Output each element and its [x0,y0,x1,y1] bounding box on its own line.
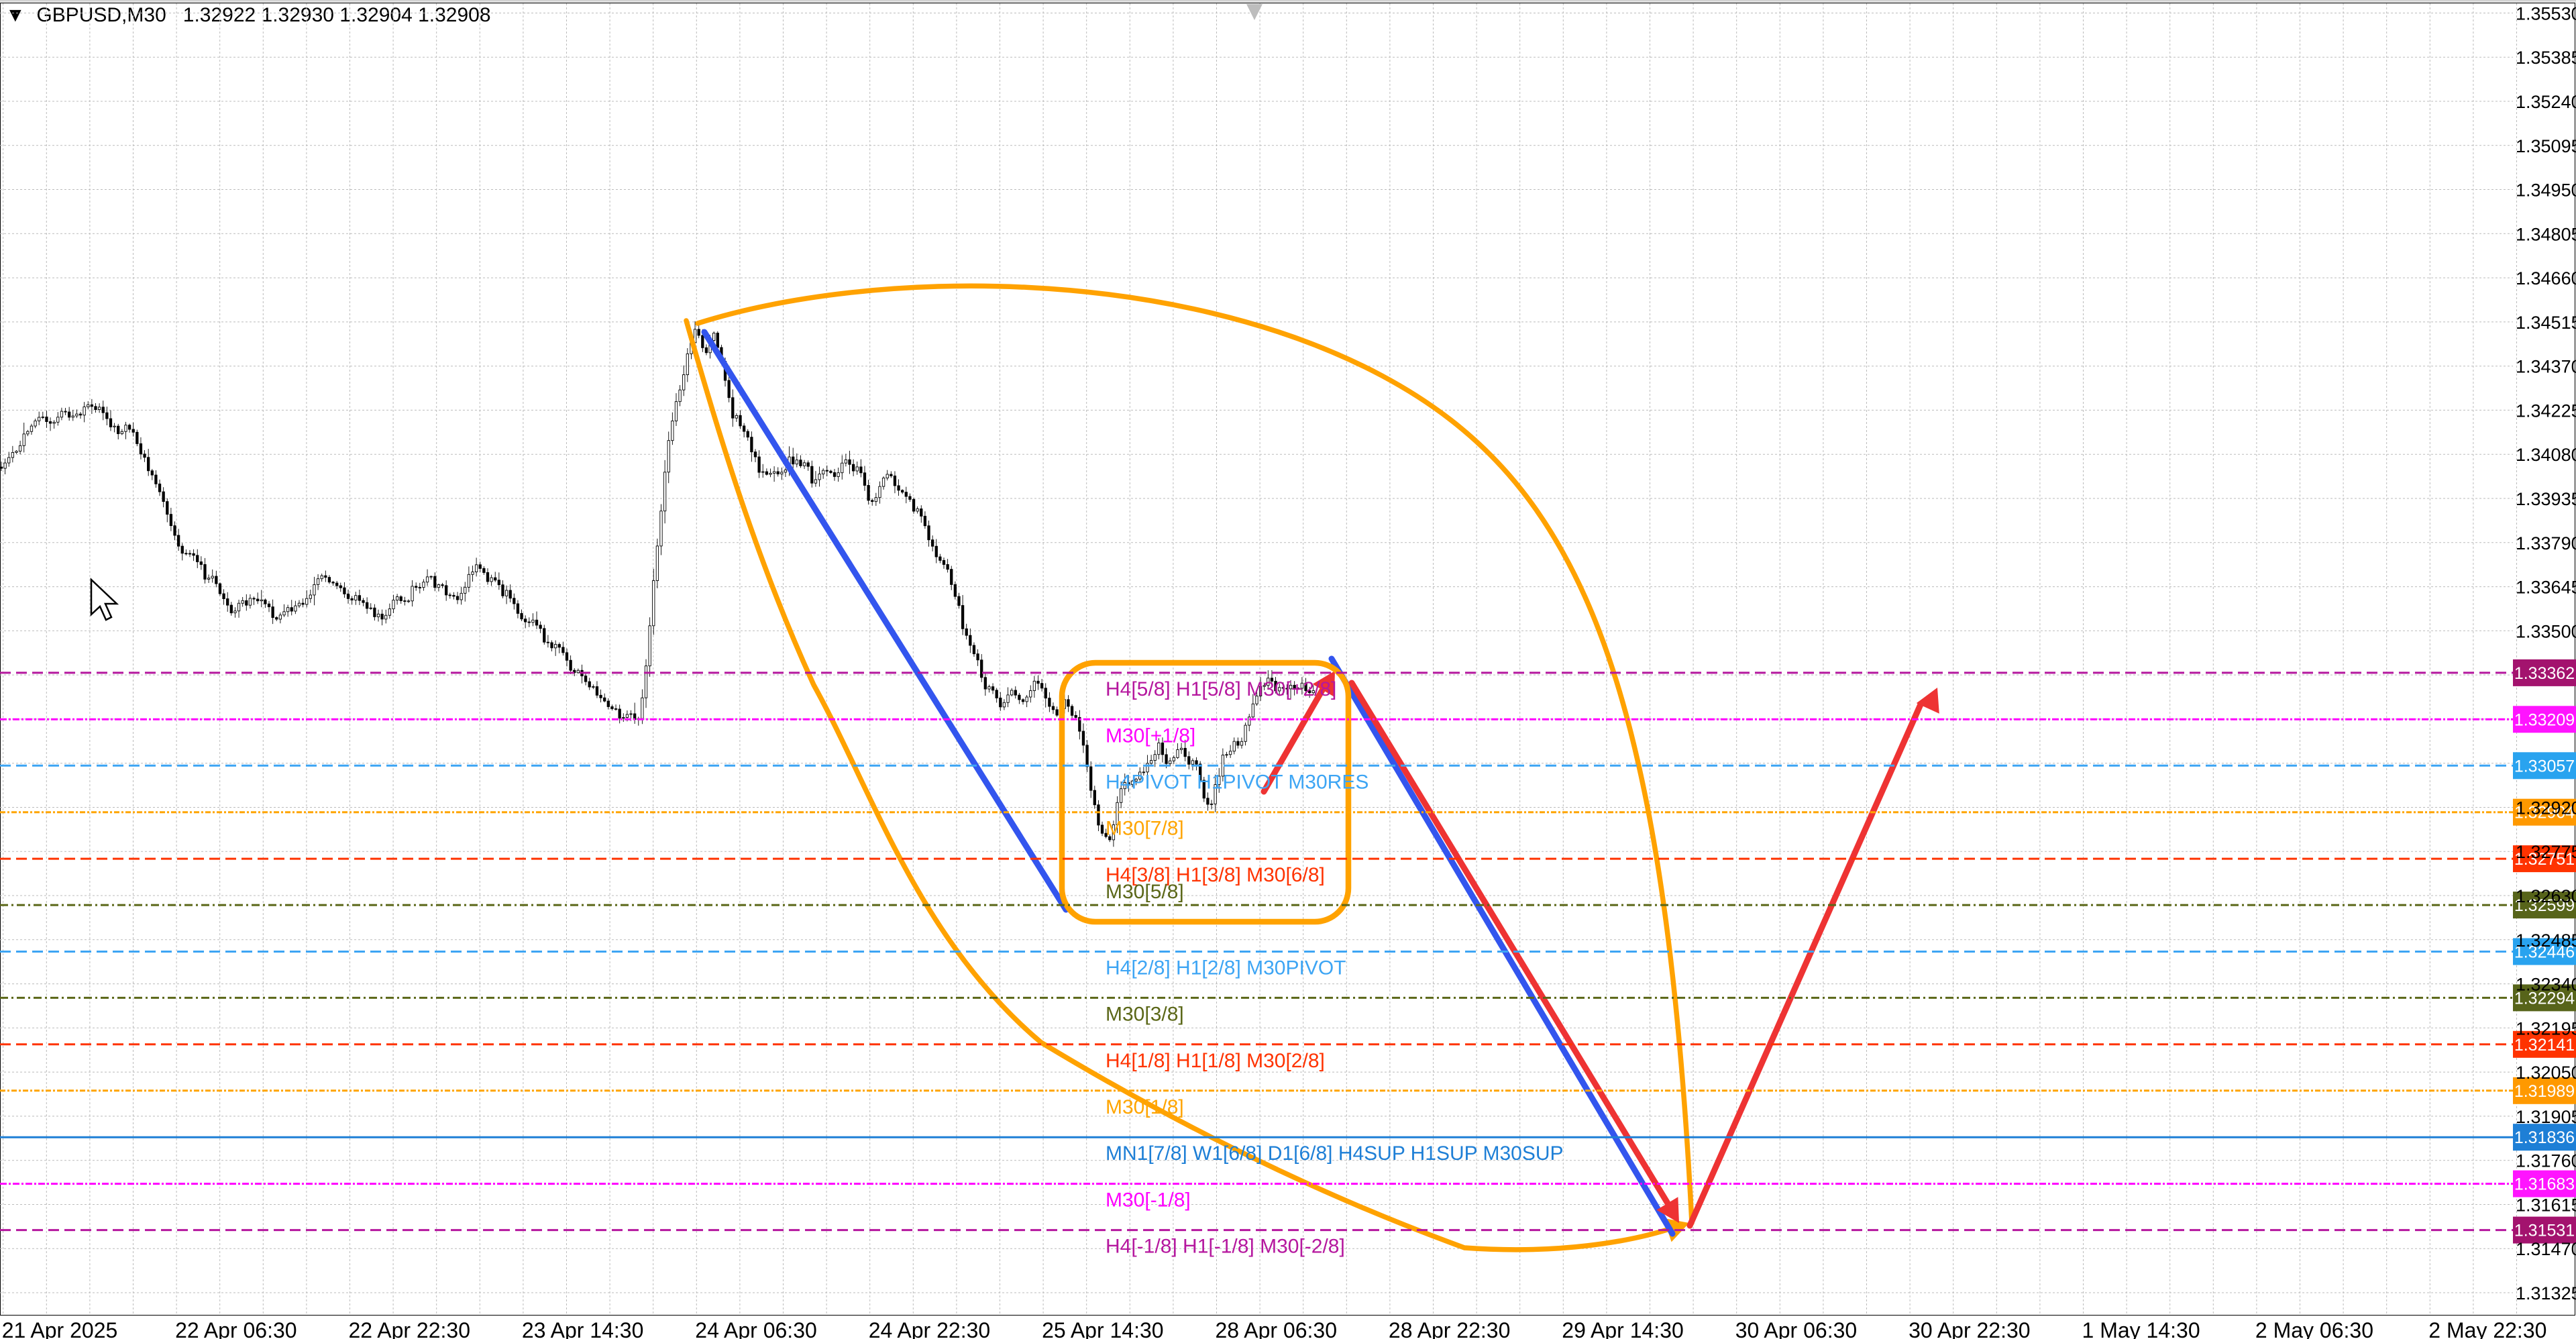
svg-text:1.32050: 1.32050 [2516,1063,2576,1083]
svg-text:M30[3/8]: M30[3/8] [1106,1003,1184,1025]
svg-text:H4[-1/8] H1[-1/8] M30[-2/8]: H4[-1/8] H1[-1/8] M30[-2/8] [1106,1236,1345,1258]
svg-text:1.31836: 1.31836 [2514,1128,2575,1147]
svg-text:1.31531: 1.31531 [2514,1222,2575,1240]
svg-text:1.32630: 1.32630 [2516,886,2576,906]
svg-text:1.35240: 1.35240 [2516,92,2576,112]
svg-text:23 Apr 14:30: 23 Apr 14:30 [522,1318,643,1339]
svg-text:MN1[7/8] W1[6/8] D1[6/8] H4SUP: MN1[7/8] W1[6/8] D1[6/8] H4SUP H1SUP M30… [1106,1142,1564,1165]
svg-text:1.33362: 1.33362 [2514,664,2575,683]
svg-text:1.33057: 1.33057 [2514,757,2575,775]
svg-text:M30[5/8]: M30[5/8] [1106,881,1184,903]
svg-text:1.31683: 1.31683 [2514,1175,2575,1194]
svg-text:1.33935: 1.33935 [2516,489,2576,509]
svg-text:1.31470: 1.31470 [2516,1239,2576,1259]
svg-text:30 Apr 06:30: 30 Apr 06:30 [1735,1318,1857,1339]
svg-text:1.34805: 1.34805 [2516,224,2576,244]
svg-text:28 Apr 06:30: 28 Apr 06:30 [1216,1318,1337,1339]
svg-text:1.31325: 1.31325 [2516,1283,2576,1303]
svg-text:1.34515: 1.34515 [2516,313,2576,333]
svg-text:1.35385: 1.35385 [2516,48,2576,68]
svg-text:22 Apr 06:30: 22 Apr 06:30 [175,1318,297,1339]
svg-text:1.32340: 1.32340 [2516,975,2576,995]
svg-text:1.31760: 1.31760 [2516,1151,2576,1171]
svg-text:M30[-1/8]: M30[-1/8] [1106,1189,1191,1212]
svg-text:1.34660: 1.34660 [2516,268,2576,288]
svg-text:25 Apr 14:30: 25 Apr 14:30 [1042,1318,1163,1339]
svg-text:1.31989: 1.31989 [2514,1082,2575,1101]
svg-text:1.32920: 1.32920 [2516,798,2576,818]
svg-text:1.34950: 1.34950 [2516,180,2576,201]
svg-text:1 May 14:30: 1 May 14:30 [2082,1318,2200,1339]
svg-text:28 Apr 22:30: 28 Apr 22:30 [1389,1318,1510,1339]
svg-text:H4PIVOT H1PIVOT M30RES: H4PIVOT H1PIVOT M30RES [1106,771,1368,793]
svg-text:1.33209: 1.33209 [2514,710,2575,729]
svg-text:M30[+1/8]: M30[+1/8] [1106,725,1195,747]
svg-text:M30[1/8]: M30[1/8] [1106,1096,1184,1118]
svg-text:1.32775: 1.32775 [2516,842,2576,862]
svg-text:1.35095: 1.35095 [2516,136,2576,156]
svg-text:M30[7/8]: M30[7/8] [1106,818,1184,840]
svg-text:H4[1/8] H1[1/8] M30[2/8]: H4[1/8] H1[1/8] M30[2/8] [1106,1050,1325,1072]
svg-text:22 Apr 22:30: 22 Apr 22:30 [349,1318,470,1339]
svg-text:H4[5/8] H1[5/8] M30[+2/8]: H4[5/8] H1[5/8] M30[+2/8] [1106,678,1336,700]
svg-text:1.33500: 1.33500 [2516,621,2576,641]
svg-text:H4[2/8] H1[2/8] M30PIVOT: H4[2/8] H1[2/8] M30PIVOT [1106,957,1346,979]
svg-text:1.34225: 1.34225 [2516,400,2576,421]
svg-text:21 Apr 2025: 21 Apr 2025 [2,1318,118,1339]
svg-text:1.34370: 1.34370 [2516,357,2576,377]
svg-text:1.31615: 1.31615 [2516,1195,2576,1216]
svg-text:1.32485: 1.32485 [2516,930,2576,951]
svg-text:1.35530: 1.35530 [2516,3,2576,23]
svg-text:1.32195: 1.32195 [2516,1018,2576,1038]
svg-text:24 Apr 06:30: 24 Apr 06:30 [695,1318,816,1339]
svg-text:1.33645: 1.33645 [2516,578,2576,598]
svg-text:2 May 22:30: 2 May 22:30 [2428,1318,2546,1339]
svg-text:2 May 06:30: 2 May 06:30 [2255,1318,2373,1339]
svg-text:29 Apr 14:30: 29 Apr 14:30 [1562,1318,1683,1339]
svg-text:1.31905: 1.31905 [2516,1107,2576,1127]
svg-text:30 Apr 22:30: 30 Apr 22:30 [1909,1318,2030,1339]
svg-text:1.34080: 1.34080 [2516,445,2576,465]
svg-text:24 Apr 22:30: 24 Apr 22:30 [869,1318,990,1339]
svg-text:1.33790: 1.33790 [2516,533,2576,553]
